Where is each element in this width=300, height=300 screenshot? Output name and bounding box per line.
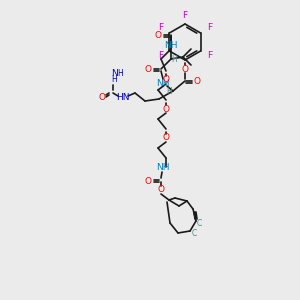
Text: H: H <box>111 74 117 83</box>
Text: F: F <box>158 52 163 61</box>
Text: C: C <box>191 230 196 238</box>
Text: O: O <box>163 134 170 142</box>
Text: NH: NH <box>164 41 178 50</box>
Text: O: O <box>158 185 164 194</box>
Text: NH: NH <box>156 79 170 88</box>
Text: F: F <box>207 52 212 61</box>
Text: O: O <box>145 176 152 185</box>
Text: O: O <box>154 32 161 40</box>
Text: N: N <box>111 68 117 77</box>
Text: F: F <box>182 11 188 20</box>
Text: O: O <box>182 64 188 74</box>
Text: H: H <box>171 56 177 64</box>
Text: O: O <box>98 94 106 103</box>
Text: O: O <box>163 76 170 85</box>
Text: NH: NH <box>156 164 170 172</box>
Text: H: H <box>166 88 172 97</box>
Text: HN: HN <box>116 92 130 101</box>
Text: C: C <box>196 218 202 227</box>
Text: H: H <box>117 68 123 77</box>
Text: O: O <box>163 104 170 113</box>
Text: O: O <box>194 76 200 85</box>
Text: O: O <box>145 65 152 74</box>
Text: F: F <box>158 23 163 32</box>
Text: F: F <box>207 23 212 32</box>
